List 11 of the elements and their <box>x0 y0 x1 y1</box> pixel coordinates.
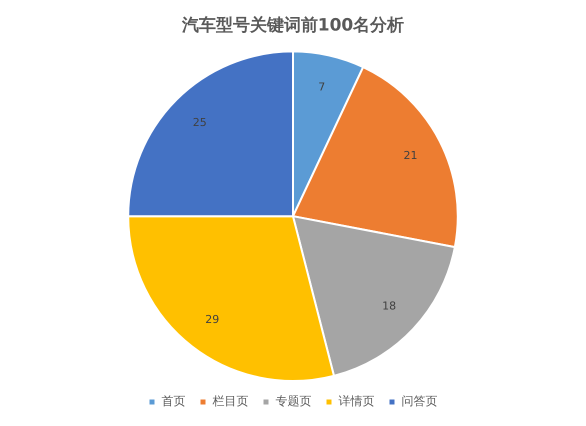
legend-label: 详情页 <box>338 394 374 408</box>
data-label: 21 <box>403 149 418 162</box>
legend-label: 首页 <box>162 394 186 408</box>
legend-label: 专题页 <box>276 394 312 408</box>
data-label: 29 <box>205 313 220 326</box>
data-label: 18 <box>382 299 396 312</box>
legend-label: 问答页 <box>402 394 438 408</box>
data-label: 25 <box>192 116 207 129</box>
data-label: 7 <box>318 80 326 94</box>
chart-title: 汽车型号关键词前100名分析 <box>180 16 404 36</box>
legend-label: 栏目页 <box>212 394 248 408</box>
